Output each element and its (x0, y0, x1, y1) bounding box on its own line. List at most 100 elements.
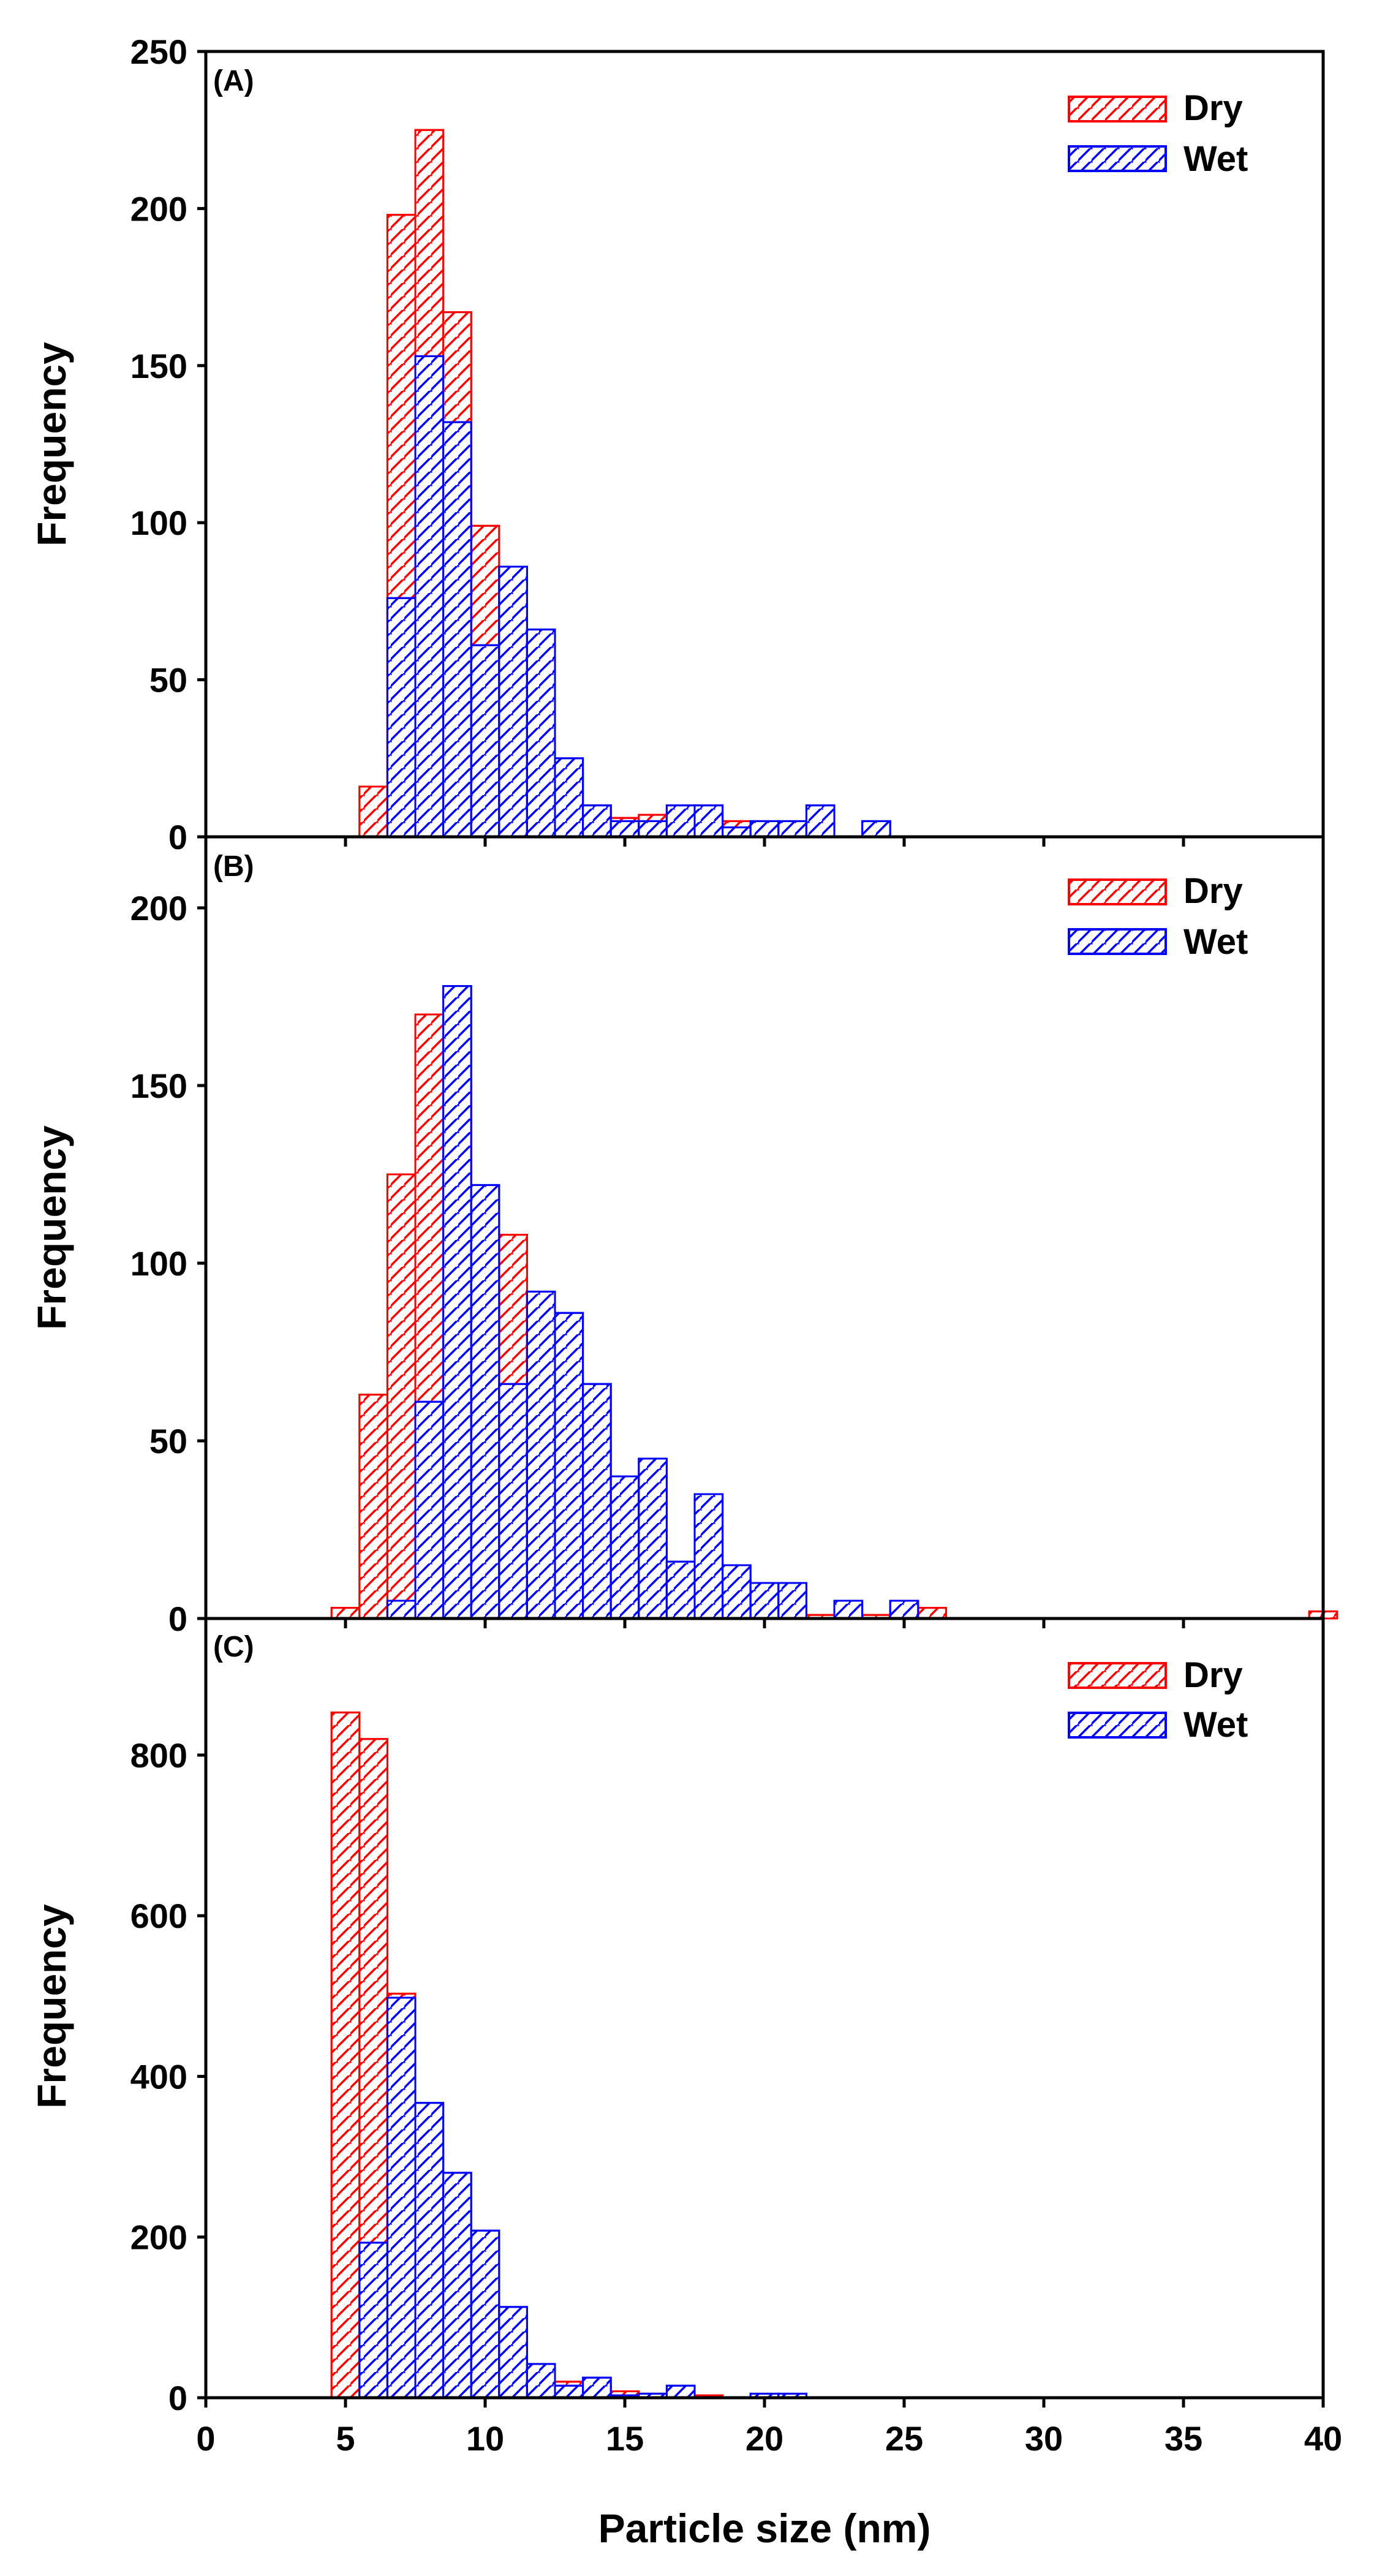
wet-bar-hatch (498, 565, 528, 838)
legend-dry-swatch (1068, 1662, 1167, 1689)
panel-c-label: (C) (213, 1631, 254, 1663)
wet-bar-hatch (749, 1582, 780, 1620)
y-tick-label: 0 (168, 2379, 187, 2417)
wet-bar-hatch (665, 2384, 696, 2399)
panel-b-label: (B) (213, 850, 254, 883)
panel-c-bars (330, 1711, 807, 2399)
x-axis-label: Particle size (nm) (598, 2506, 931, 2551)
y-tick-label: 800 (130, 1736, 187, 1775)
wet-bar-hatch (889, 1600, 919, 1620)
legend-wet-label: Wet (1183, 922, 1248, 962)
panel-c-legend: Dry Wet (1068, 1655, 1248, 1745)
legend-wet-swatch (1068, 1712, 1167, 1739)
y-tick-label: 200 (130, 189, 187, 228)
x-tick-label: 30 (1025, 2419, 1063, 2458)
wet-bar-hatch (749, 820, 780, 838)
x-tick-label: 0 (196, 2419, 215, 2458)
panel-b-legend: Dry Wet (1068, 871, 1248, 962)
y-tick-label: 600 (130, 1897, 187, 1935)
y-tick-label: 50 (149, 1422, 187, 1460)
panel-c: 0 200 400 600 800 0 5 10 15 20 25 30 35 40 (C) Dry We… (29, 1617, 1343, 2458)
y-tick-label: 100 (130, 504, 187, 542)
dry-bar-hatch (358, 1394, 388, 1620)
wet-bar-hatch (638, 820, 668, 838)
panel-b-y-axis-label: Frequency (29, 1125, 74, 1330)
wet-bar-hatch (777, 820, 807, 838)
wet-bar-hatch (610, 820, 640, 838)
wet-bar-hatch (526, 1290, 556, 1620)
wet-bar-hatch (498, 2306, 528, 2399)
dry-bar-hatch (330, 1607, 361, 1620)
y-tick-label: 200 (130, 889, 187, 927)
wet-bar-hatch (665, 804, 696, 838)
wet-bar-hatch (582, 2376, 612, 2399)
panel-b-axes: 0 50 100 150 200 (130, 889, 1325, 1638)
wet-bar-hatch (414, 355, 445, 838)
dry-bar-hatch (917, 1607, 947, 1620)
dry-bar-hatch (358, 785, 388, 838)
y-tick-label: 0 (168, 818, 187, 856)
legend-dry-label: Dry (1183, 871, 1243, 911)
wet-bar-hatch (498, 1383, 528, 1620)
wet-bar-hatch (442, 421, 472, 838)
panel-a-legend: Dry Wet (1068, 88, 1248, 179)
wet-bar-hatch (414, 1400, 445, 1620)
legend-dry-swatch (1068, 96, 1167, 123)
legend-wet-swatch (1068, 928, 1167, 955)
wet-bar-hatch (386, 597, 417, 838)
x-tick-label: 35 (1165, 2419, 1202, 2458)
wet-bar-hatch (638, 1457, 668, 1620)
panel-a-axes: 0 50 100 150 200 250 (130, 32, 1325, 856)
x-tick-label: 40 (1304, 2419, 1342, 2458)
legend-dry-label: Dry (1183, 1655, 1243, 1695)
y-tick-label: 150 (130, 1067, 187, 1105)
wet-bar-hatch (861, 820, 891, 838)
x-tick-label: 5 (336, 2419, 355, 2458)
wet-bar-hatch (665, 1560, 696, 1620)
wet-bar-hatch (470, 644, 500, 838)
wet-bar-hatch (470, 2229, 500, 2399)
panel-c-y-axis-label: Frequency (29, 1904, 74, 2109)
panel-a-label: (A) (213, 65, 254, 97)
wet-bar-hatch (526, 629, 556, 838)
wet-bar-hatch (554, 757, 584, 838)
x-tick-label: 20 (746, 2419, 783, 2458)
legend-wet-label: Wet (1183, 139, 1248, 179)
wet-bar-hatch (358, 2242, 388, 2399)
wet-bar-hatch (442, 985, 472, 1620)
y-tick-label: 50 (149, 661, 187, 700)
wet-bar-hatch (722, 1564, 752, 1620)
dry-bar-hatch (330, 1711, 361, 2399)
wet-bar-hatch (526, 2363, 556, 2399)
y-tick-label: 150 (130, 347, 187, 385)
legend-dry-swatch (1068, 878, 1167, 905)
legend-wet-swatch (1068, 145, 1167, 172)
wet-bar-hatch (386, 1996, 417, 2399)
wet-bar-hatch (777, 1582, 807, 1620)
legend-dry-label: Dry (1183, 88, 1243, 128)
wet-bar-hatch (470, 1184, 500, 1620)
wet-bar-hatch (582, 804, 612, 838)
wet-bar-hatch (554, 2384, 584, 2399)
x-tick-label: 10 (466, 2419, 504, 2458)
y-tick-label: 200 (130, 2218, 187, 2257)
panel-a-y-axis-label: Frequency (29, 342, 74, 546)
wet-bar-hatch (582, 1383, 612, 1620)
panel-b-bars (330, 985, 1338, 1620)
wet-bar-hatch (833, 1600, 864, 1620)
x-tick-label: 15 (606, 2419, 644, 2458)
wet-bar-hatch (805, 804, 836, 838)
panel-a: 0 50 100 150 200 250 (A) Dry Wet Frequency (29, 32, 1325, 856)
y-tick-label: 250 (130, 32, 187, 71)
panel-c-axes: 0 200 400 600 800 0 5 10 15 20 25 30 35 40 (130, 1736, 1343, 2458)
panel-a-bars (358, 129, 891, 838)
legend-wet-label: Wet (1183, 1705, 1248, 1745)
wet-bar-hatch (386, 1600, 417, 1620)
x-tick-label: 25 (885, 2419, 923, 2458)
y-tick-label: 400 (130, 2057, 187, 2096)
wet-bar-hatch (554, 1312, 584, 1620)
y-tick-label: 0 (168, 1600, 187, 1638)
wet-bar-hatch (414, 2102, 445, 2399)
wet-bar-hatch (693, 804, 724, 838)
